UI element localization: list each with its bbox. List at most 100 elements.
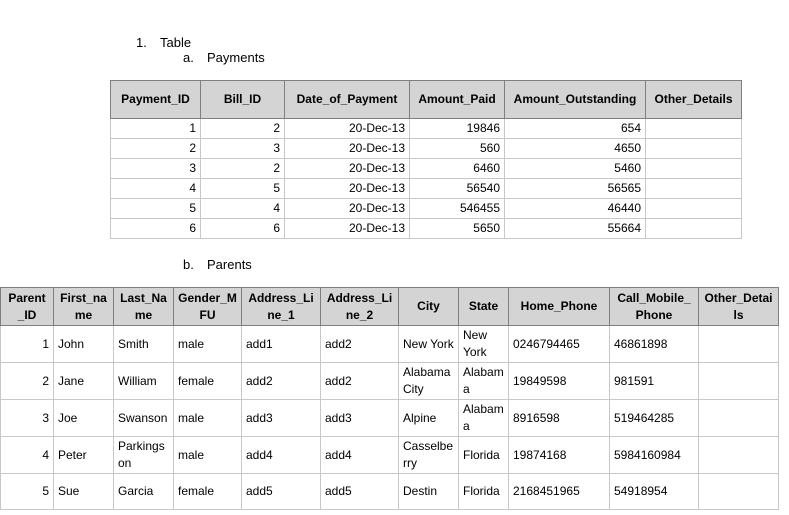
header-cell: Payment_ID (110, 80, 201, 119)
table-cell: Jane (53, 362, 114, 400)
table-cell (698, 436, 779, 474)
table-cell (645, 158, 742, 179)
table-row: 1 John Smith male add1 add2 New York New York 02… (0, 325, 779, 363)
header-cell: City (398, 287, 459, 326)
table-cell: 20-Dec-13 (284, 138, 410, 159)
table-cell: 1 (0, 325, 54, 363)
table-cell: add2 (320, 325, 399, 363)
table-cell: 19874168 (508, 436, 610, 474)
table-row: 4 5 20-Dec-13 56540 56565 (110, 178, 742, 199)
table-cell: 20-Dec-13 (284, 218, 410, 239)
table-cell: 4650 (504, 138, 646, 159)
table-cell: 1 (110, 118, 201, 139)
table-cell: Peter (53, 436, 114, 474)
table-row: 2 Jane William female add2 add2 Alabama City Al… (0, 362, 779, 400)
table-cell: Casselberry (398, 436, 459, 474)
table-cell: 3 (0, 399, 54, 437)
table-cell: 5 (110, 198, 201, 219)
table-row: 3 2 20-Dec-13 6460 5460 (110, 158, 742, 179)
table-cell: 54918954 (609, 473, 699, 510)
table-cell: 4 (0, 436, 54, 474)
table-cell: 2 (200, 118, 285, 139)
table-cell: 6 (110, 218, 201, 239)
table-cell: 546455 (409, 198, 505, 219)
table-cell: 5 (200, 178, 285, 199)
table-cell: 8916598 (508, 399, 610, 437)
table-row: 3 Joe Swanson male add3 add3 Alpine Alabama 8916… (0, 399, 779, 437)
header-row: Payment_ID Bill_ID Date_of_Payment Amount_P… (110, 80, 742, 119)
header-cell: Other_Details (698, 287, 779, 326)
table-cell: add2 (320, 362, 399, 400)
table-row: 5 Sue Garcia female add5 add5 Destin Florida 216… (0, 473, 779, 510)
table-row: 1 2 20-Dec-13 19846 654 (110, 118, 742, 139)
table-cell: Sue (53, 473, 114, 510)
table-cell: 20-Dec-13 (284, 118, 410, 139)
header-cell: Address_Line_1 (241, 287, 321, 326)
table-cell: 2 (0, 362, 54, 400)
table-cell: Alabama City (398, 362, 459, 400)
table-row: 6 6 20-Dec-13 5650 55664 (110, 218, 742, 239)
table-cell: 2168451965 (508, 473, 610, 510)
header-cell: Amount_Paid (409, 80, 505, 119)
header-cell: Address_Line_2 (320, 287, 399, 326)
table-cell (645, 178, 742, 199)
header-cell: Amount_Outstanding (504, 80, 646, 119)
table-cell: 4 (200, 198, 285, 219)
table-cell (698, 362, 779, 400)
table-cell: add3 (320, 399, 399, 437)
section-title: Payments (207, 50, 265, 65)
table-cell: 3 (200, 138, 285, 159)
table-cell (698, 399, 779, 437)
table-cell: 5460 (504, 158, 646, 179)
table-cell: 0246794465 (508, 325, 610, 363)
table-cell (645, 118, 742, 139)
table-cell: add5 (320, 473, 399, 510)
header-cell: Bill_ID (200, 80, 285, 119)
table-cell: add3 (241, 399, 321, 437)
table-cell: William (113, 362, 174, 400)
table-cell: 2 (200, 158, 285, 179)
payments-table: Payment_ID Bill_ID Date_of_Payment Amount_P… (110, 80, 742, 239)
header-cell: Gender_MFU (173, 287, 242, 326)
table-cell: 6460 (409, 158, 505, 179)
table-cell: 2 (110, 138, 201, 159)
table-cell: Destin (398, 473, 459, 510)
table-cell: male (173, 325, 242, 363)
list-number: 1. (136, 35, 147, 50)
table-cell: 5 (0, 473, 54, 510)
table-cell: John (53, 325, 114, 363)
table-cell: New York (458, 325, 509, 363)
table-cell (698, 473, 779, 510)
table-cell: female (173, 473, 242, 510)
table-cell (645, 218, 742, 239)
table-cell: 20-Dec-13 (284, 198, 410, 219)
table-cell (645, 198, 742, 219)
table-cell: 20-Dec-13 (284, 178, 410, 199)
table-cell: Swanson (113, 399, 174, 437)
header-cell: Other_Details (645, 80, 742, 119)
table-cell: male (173, 436, 242, 474)
table-cell: add5 (241, 473, 321, 510)
table-cell: 5984160984 (609, 436, 699, 474)
table-cell: 5650 (409, 218, 505, 239)
table-cell: add4 (241, 436, 321, 474)
section-letter: a. (183, 50, 194, 65)
table-cell (698, 325, 779, 363)
table-cell: 3 (110, 158, 201, 179)
table-cell: Parkingson (113, 436, 174, 474)
header-cell: Last_Name (113, 287, 174, 326)
table-cell: 6 (200, 218, 285, 239)
header-cell: State (458, 287, 509, 326)
table-cell: 20-Dec-13 (284, 158, 410, 179)
table-cell: 46861898 (609, 325, 699, 363)
parents-table: Parent_ID First_name Last_Name Gender_MFU Ad… (0, 287, 779, 510)
table-cell: 56565 (504, 178, 646, 199)
table-cell: add4 (320, 436, 399, 474)
table-cell: 19846 (409, 118, 505, 139)
table-cell: 46440 (504, 198, 646, 219)
table-cell (645, 138, 742, 159)
section-letter: b. (183, 257, 194, 272)
table-cell: New York (398, 325, 459, 363)
section-title: Parents (207, 257, 252, 272)
table-cell: add1 (241, 325, 321, 363)
